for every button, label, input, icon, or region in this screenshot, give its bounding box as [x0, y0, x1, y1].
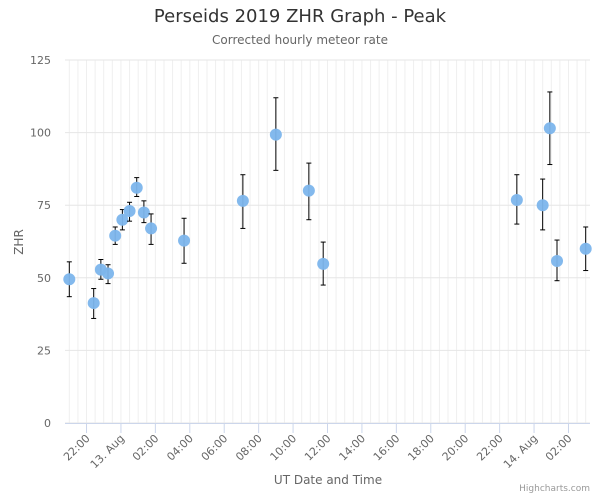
points-layer [63, 91, 592, 319]
data-point [116, 213, 129, 226]
data-point [178, 234, 191, 247]
y-tick-label: 125 [30, 54, 51, 67]
x-tick-label: 20:00 [440, 432, 472, 464]
x-axis-title: UT Date and Time [274, 473, 382, 487]
data-point [87, 297, 100, 310]
chart-credits[interactable]: Highcharts.com [519, 484, 590, 494]
data-point [579, 242, 592, 255]
x-tick-label: 02:00 [543, 432, 575, 464]
data-point [536, 199, 549, 212]
data-point [551, 254, 564, 267]
data-point [130, 181, 143, 194]
x-tick-label: 13. Aug [88, 432, 127, 471]
data-point [269, 128, 282, 141]
data-point [137, 206, 150, 219]
data-point [543, 122, 556, 135]
x-tick-label: 12:00 [302, 432, 334, 464]
x-tick-label: 22:00 [61, 432, 93, 464]
data-point [510, 193, 523, 206]
data-point [317, 257, 330, 270]
data-point [63, 273, 76, 286]
x-tick-label: 02:00 [130, 432, 162, 464]
x-tick-label: 16:00 [371, 432, 403, 464]
data-point [109, 229, 122, 242]
x-tick-label: 22:00 [474, 432, 506, 464]
y-axis-title: ZHR [12, 229, 26, 255]
grid-layer [65, 59, 590, 424]
y-tick-label: 50 [37, 272, 51, 285]
data-point [102, 267, 115, 280]
y-tick-label: 75 [37, 199, 51, 212]
x-tick-label: 14. Aug [501, 432, 540, 471]
chart-subtitle: Corrected hourly meteor rate [212, 33, 388, 47]
y-tick-label: 25 [37, 344, 51, 357]
x-tick-label: 18:00 [405, 432, 437, 464]
data-point [236, 194, 249, 207]
x-tick-label: 06:00 [199, 432, 231, 464]
y-tick-label: 0 [44, 417, 51, 430]
x-tick-label: 04:00 [164, 432, 196, 464]
data-point [123, 205, 136, 218]
x-tick-label: 14:00 [336, 432, 368, 464]
data-point [145, 222, 158, 235]
x-tick-label: 08:00 [233, 432, 265, 464]
y-tick-label: 100 [30, 127, 51, 140]
data-point [302, 184, 315, 197]
chart-title: Perseids 2019 ZHR Graph - Peak [153, 6, 447, 27]
x-tick-label: 10:00 [268, 432, 300, 464]
